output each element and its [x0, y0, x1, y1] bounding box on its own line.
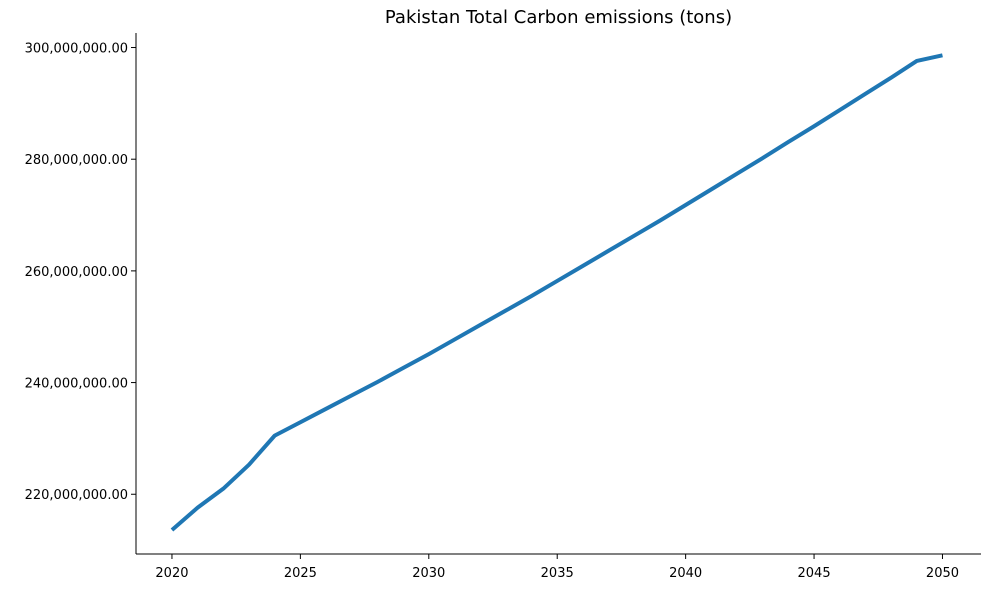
x-tick-label: 2020: [155, 566, 188, 581]
x-tick-label: 2045: [798, 566, 831, 581]
series-group: [170, 53, 943, 532]
series-line: [170, 53, 943, 532]
y-axis-ticks: 220,000,000.00 240,000,000.00 260,000,000.…: [25, 42, 136, 503]
x-tick-label: 2040: [669, 566, 702, 581]
y-tick-label: 300,000,000.00: [25, 42, 128, 57]
x-tick-label: 2030: [412, 566, 445, 581]
y-tick-label: 260,000,000.00: [25, 265, 128, 280]
y-tick-label: 220,000,000.00: [25, 488, 128, 503]
x-tick-label: 2035: [541, 566, 574, 581]
x-tick-label: 2025: [284, 566, 317, 581]
y-tick-label: 280,000,000.00: [25, 153, 128, 168]
chart-title: Pakistan Total Carbon emissions (tons): [384, 7, 733, 28]
x-tick-label: 2050: [926, 566, 959, 581]
y-tick-label: 240,000,000.00: [25, 377, 128, 392]
x-axis-ticks: 2020 2025 2030 2035 2040 2045 2050: [155, 554, 959, 581]
